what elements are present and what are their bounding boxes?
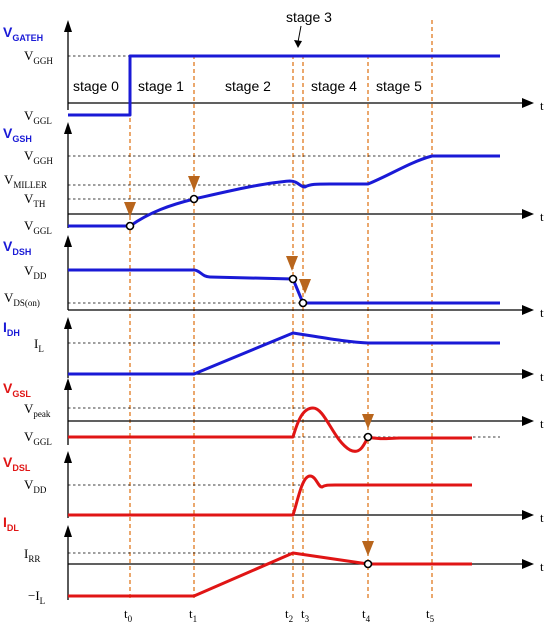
stage-3-pointer-arrow-icon <box>294 40 302 48</box>
y-axis-arrow-icon <box>64 122 72 134</box>
signal-label-vgs-h: VGSH <box>3 125 32 144</box>
x-axis-label: t <box>540 559 544 574</box>
x-axis-label: t <box>540 369 544 384</box>
id-h-waveform <box>68 331 500 376</box>
level-label-vggl: VGGL <box>24 429 52 447</box>
x-axis-label: t <box>540 98 544 113</box>
x-axis-arrow-icon <box>522 209 534 219</box>
gate-h-waveform <box>68 54 500 117</box>
stage-5-label: stage 5 <box>376 78 422 94</box>
panel-vds-h: VDSH t VDD VDS(on) <box>3 235 544 320</box>
x-axis-label: t <box>540 416 544 431</box>
x-axis-arrow-icon <box>522 510 534 520</box>
time-tick-labels: t0 t1 t2 t3 t4 t5 <box>124 606 435 624</box>
t0-marker <box>125 221 135 231</box>
signal-label-id-h: IDH <box>3 319 20 338</box>
pointer-arrow-icon <box>188 176 200 191</box>
tick-t2: t2 <box>285 606 293 624</box>
t4-marker <box>363 559 373 569</box>
tick-t5: t5 <box>426 606 435 624</box>
level-label-vdd: VDD <box>24 263 47 281</box>
stage-2-label: stage 2 <box>225 78 271 94</box>
stage-1-label: stage 1 <box>138 78 184 94</box>
tick-t0: t0 <box>124 606 133 624</box>
signal-label-vds-l: VDSL <box>3 454 31 473</box>
x-axis-arrow-icon <box>522 98 534 108</box>
level-label-il: IL <box>34 336 44 354</box>
y-axis-arrow-icon <box>64 20 72 32</box>
panel-id-l: IDL t IRR −IL <box>3 514 544 606</box>
level-label-vmiller: VMILLER <box>4 172 47 190</box>
y-axis-arrow-icon <box>64 378 72 390</box>
level-label-vdson: VDS(on) <box>4 290 40 308</box>
signal-label-gate-h: VGATEH <box>3 24 43 43</box>
level-label-vth: VTH <box>24 191 46 209</box>
tick-t4: t4 <box>362 606 371 624</box>
stage-3-label: stage 3 <box>286 9 332 25</box>
x-axis-arrow-icon <box>522 369 534 379</box>
panel-vgs-l: VGSL t Vpeak VGGL <box>3 378 544 453</box>
t1-marker <box>189 194 199 204</box>
level-label-vpeak: Vpeak <box>24 401 51 419</box>
t3-marker <box>298 298 308 308</box>
signal-label-vds-h: VDSH <box>3 238 31 257</box>
level-label-vggh: VGGH <box>24 48 53 66</box>
level-label-vdd: VDD <box>24 477 47 495</box>
y-axis-arrow-icon <box>64 451 72 463</box>
panel-vgs-h: VGSH t VGGH VMILLER VTH VGGL <box>3 122 544 236</box>
id-l-waveform <box>68 551 472 598</box>
x-axis-label: t <box>540 209 544 224</box>
level-label-vggl: VGGL <box>24 218 52 236</box>
vgs-l-waveform <box>68 406 472 453</box>
t2-marker <box>288 274 298 284</box>
vds-l-waveform <box>68 474 472 517</box>
x-axis-arrow-icon <box>522 416 534 426</box>
pointer-arrow-icon <box>299 279 311 294</box>
level-label-neg-il: −IL <box>28 588 45 606</box>
pointer-arrow-icon <box>286 256 298 271</box>
level-label-irr: IRR <box>24 546 40 564</box>
tick-t1: t1 <box>189 606 197 624</box>
vds-h-waveform <box>68 268 500 305</box>
y-axis-arrow-icon <box>64 235 72 247</box>
level-label-vggh: VGGH <box>24 148 53 166</box>
x-axis-arrow-icon <box>522 559 534 569</box>
x-axis-label: t <box>540 305 544 320</box>
pointer-arrow-icon <box>124 202 136 217</box>
vgs-h-waveform <box>68 154 500 228</box>
signal-label-vgs-l: VGSL <box>3 380 31 399</box>
y-axis-arrow-icon <box>64 525 72 537</box>
stage-3-pointer <box>297 25 302 43</box>
level-label-vggl: VGGL <box>24 108 52 126</box>
x-axis-label: t <box>540 510 544 525</box>
panel-id-h: IDH t IL <box>3 317 544 384</box>
stage-4-label: stage 4 <box>311 78 357 94</box>
y-axis-arrow-icon <box>64 317 72 329</box>
tick-t3: t3 <box>301 606 310 624</box>
panel-vds-l: VDSL t VDD <box>3 451 544 525</box>
pointer-arrow-icon <box>362 414 374 429</box>
signal-label-id-l: IDL <box>3 514 19 533</box>
t4-marker <box>363 432 373 442</box>
stage-0-label: stage 0 <box>73 78 119 94</box>
pointer-arrow-icon <box>362 541 374 556</box>
x-axis-arrow-icon <box>522 305 534 315</box>
panel-gate-h: VGATEH t VGGH VGGL stage 0 stage 1 stage… <box>3 9 544 126</box>
